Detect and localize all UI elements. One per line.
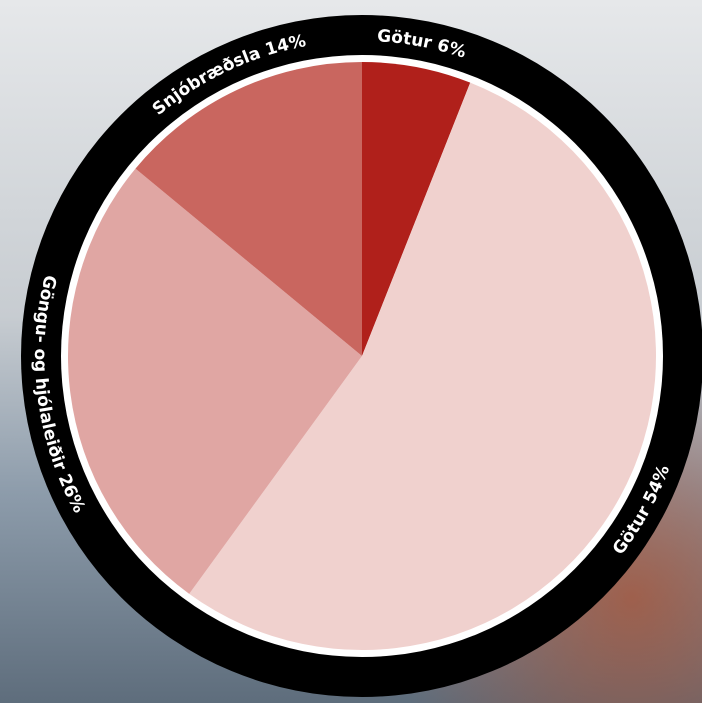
slices: [68, 62, 656, 650]
chart: Götur 6%Götur 54%Göngu- og hjólaleiðir 2…: [0, 0, 702, 703]
page: {"chart_data": {"type": "pie", "categori…: [0, 0, 702, 703]
